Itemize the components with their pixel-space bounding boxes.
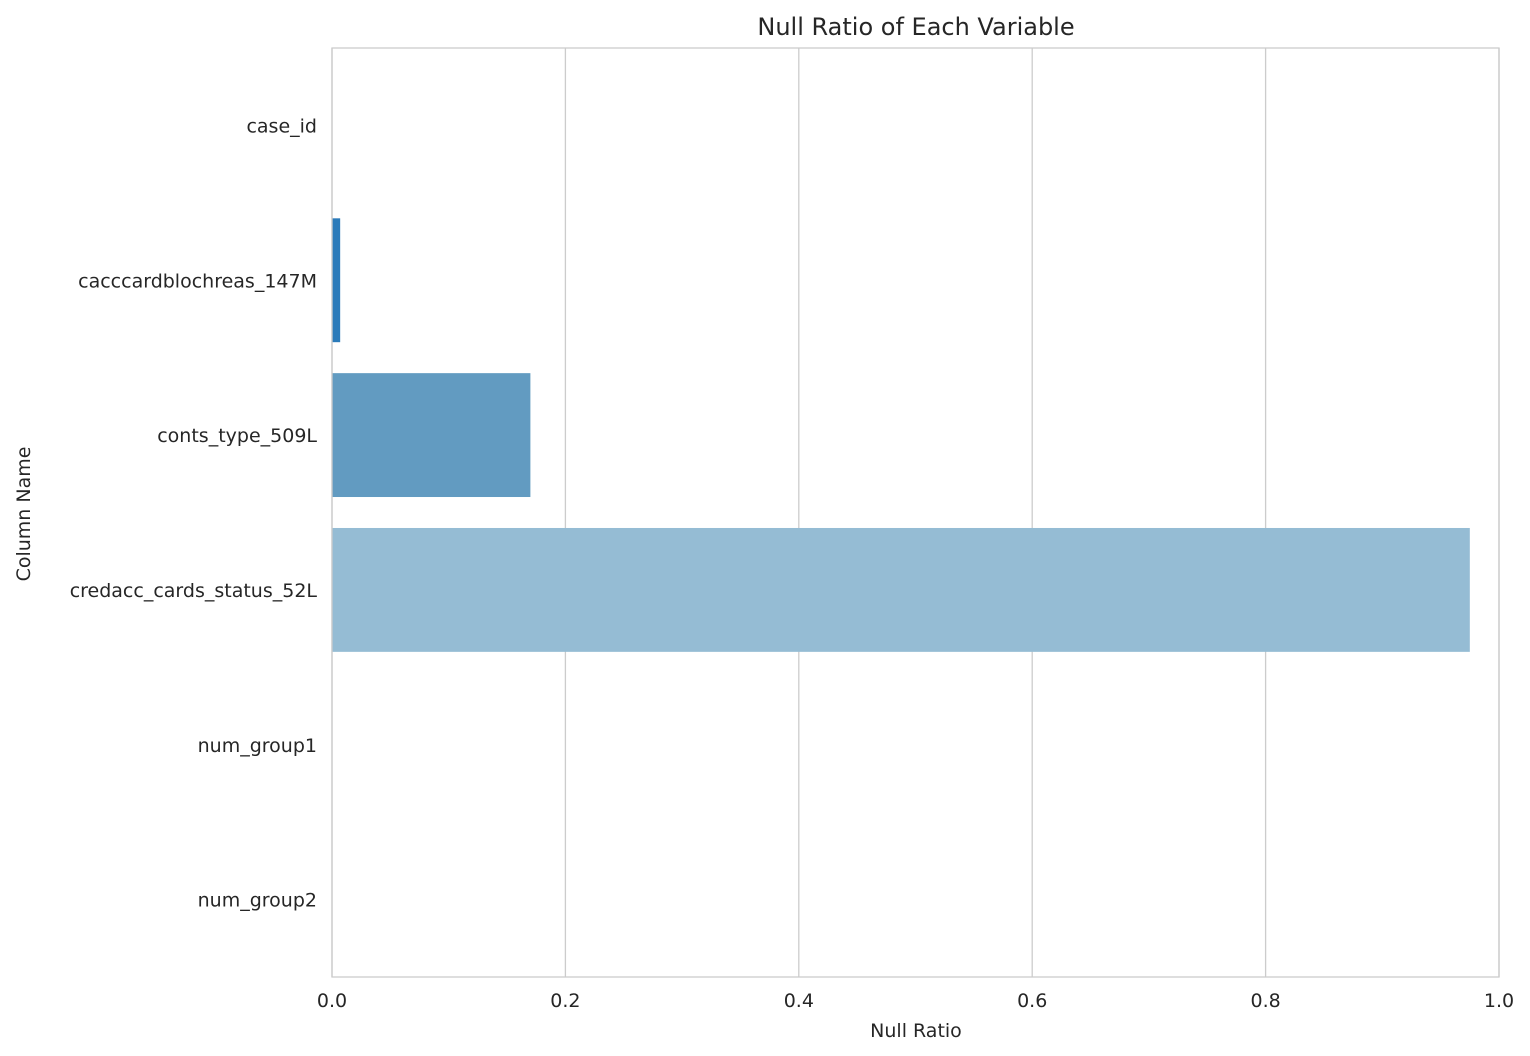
y-tick-label: num_group2 bbox=[198, 890, 317, 912]
bar-credacc_cards_status_52L bbox=[332, 527, 1470, 652]
x-tick-label: 0.2 bbox=[550, 990, 580, 1012]
x-tick-label: 0.4 bbox=[784, 990, 814, 1012]
x-tick-labels: 0.0 0.2 0.4 0.6 0.8 1.0 bbox=[317, 990, 1514, 1012]
x-tick-label: 0.0 bbox=[317, 990, 347, 1012]
y-axis-label: Column Name bbox=[13, 447, 35, 582]
y-tick-label: credacc_cards_status_52L bbox=[70, 580, 318, 602]
x-tick-label: 0.6 bbox=[1017, 990, 1047, 1012]
x-axis-label: Null Ratio bbox=[870, 1020, 962, 1042]
y-tick-label: case_id bbox=[246, 115, 317, 137]
y-tick-label: num_group1 bbox=[198, 735, 317, 757]
bars bbox=[332, 218, 1470, 652]
y-tick-label: cacccardblochreas_147M bbox=[78, 270, 317, 292]
grid-lines bbox=[331, 48, 1500, 977]
bar-conts_type_509L bbox=[332, 373, 531, 498]
x-tick-label: 1.0 bbox=[1484, 990, 1514, 1012]
chart-title: Null Ratio of Each Variable bbox=[757, 13, 1074, 41]
y-tick-labels: case_id cacccardblochreas_147M conts_type_… bbox=[70, 115, 318, 911]
x-tick-label: 0.8 bbox=[1250, 990, 1280, 1012]
bar-cacccardblochreas_147M bbox=[332, 218, 341, 343]
y-tick-label: conts_type_509L bbox=[157, 425, 317, 447]
plot-frame bbox=[331, 47, 1500, 978]
